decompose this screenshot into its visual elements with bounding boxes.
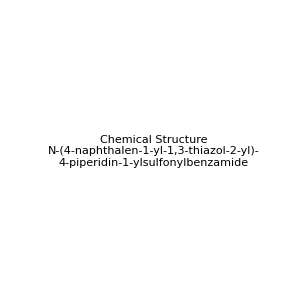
Text: Chemical Structure
N-(4-naphthalen-1-yl-1,3-thiazol-2-yl)-
4-piperidin-1-ylsulfo: Chemical Structure N-(4-naphthalen-1-yl-…	[48, 135, 260, 168]
